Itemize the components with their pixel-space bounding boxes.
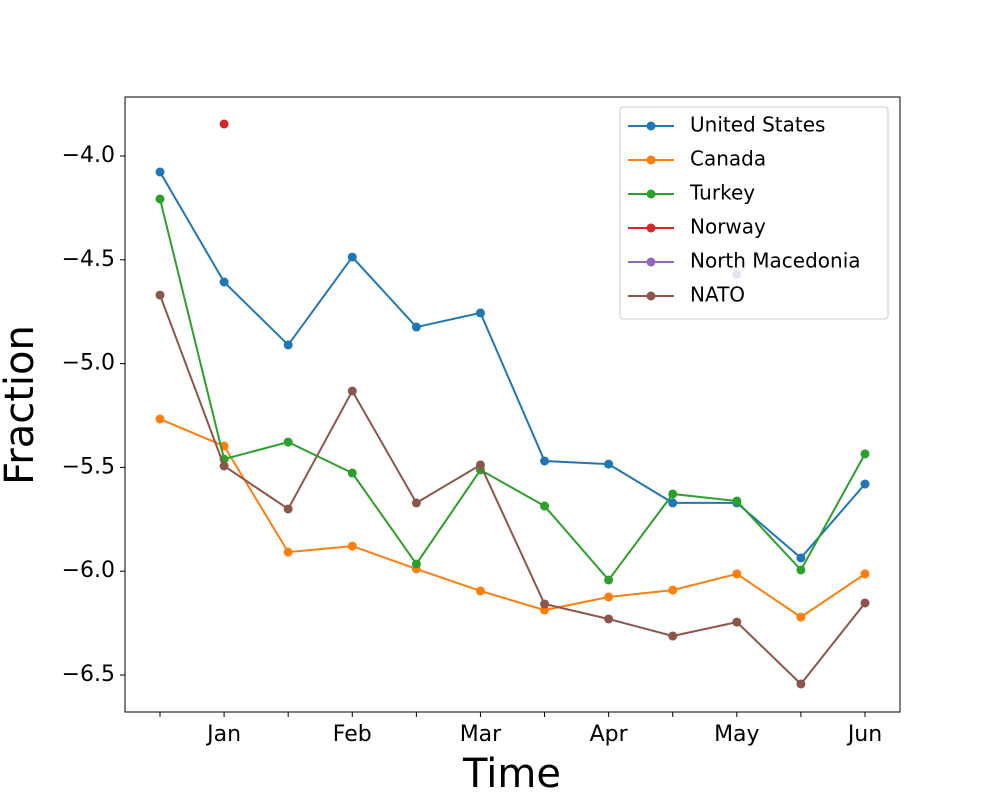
data-point [475,586,485,596]
series-line [159,418,866,619]
legend-marker [646,223,656,233]
legend-marker [646,257,656,267]
data-point [347,468,357,478]
data-point [219,119,229,129]
data-point [347,252,357,262]
data-point [796,612,806,622]
data-point [540,456,550,466]
legend-label: Turkey [689,181,755,205]
plot-frame [124,96,901,713]
data-point [604,592,614,602]
data-point [283,340,293,350]
y-tick-label: −4.0 [62,143,115,168]
data-point [668,631,678,641]
data-point [668,585,678,595]
data-point [219,277,229,287]
data-point [155,414,165,424]
data-point [540,501,550,511]
x-tick-label: Mar [460,722,502,747]
legend-marker [646,155,656,165]
x-axis-label: Time [462,751,561,797]
y-tick-label: −6.0 [62,558,115,583]
data-point [860,569,870,579]
data-point [796,553,806,563]
data-point [604,459,614,469]
legend-label: United States [690,113,825,137]
x-tick-label: May [714,722,759,747]
legend-marker [646,121,656,131]
y-tick-label: −5.0 [62,351,115,376]
legend-label: North Macedonia [690,249,861,273]
data-point [219,461,229,471]
data-point [411,559,421,569]
x-tick-label: Apr [590,722,629,747]
data-point [475,460,485,470]
legend-label: Canada [690,147,766,171]
data-point [732,496,742,506]
data-point [283,547,293,557]
legend: United States Canada Turkey Norway North Mac… [619,106,889,320]
y-axis-label: Fraction [0,325,43,485]
x-tick-label: Feb [333,722,372,747]
data-point [347,386,357,396]
series-line [159,294,866,686]
legend-marker [646,189,656,199]
data-point [283,504,293,514]
legend-box [619,106,889,320]
legend-marker [646,291,656,301]
data-point [796,565,806,575]
data-point [860,479,870,489]
data-point [155,194,165,204]
data-point [540,599,550,609]
data-point [283,437,293,447]
data-point [732,569,742,579]
x-tick-label: Jun [846,722,882,747]
data-point [732,617,742,627]
data-point [155,167,165,177]
data-point [668,498,678,508]
legend-label: Norway [690,215,766,239]
y-tick-label: −6.5 [62,662,115,687]
data-point [860,598,870,608]
data-point [604,575,614,585]
data-point [155,290,165,300]
data-point [411,498,421,508]
x-tick-label: Jan [205,722,241,747]
data-point [796,679,806,689]
data-point [411,322,421,332]
data-point [347,541,357,551]
data-point [604,614,614,624]
data-point [668,489,678,499]
y-tick-label: −5.5 [62,454,115,479]
data-point [475,308,485,318]
data-point [860,449,870,459]
series-line [159,198,866,582]
y-tick-label: −4.5 [62,247,115,272]
legend-label: NATO [690,283,745,307]
